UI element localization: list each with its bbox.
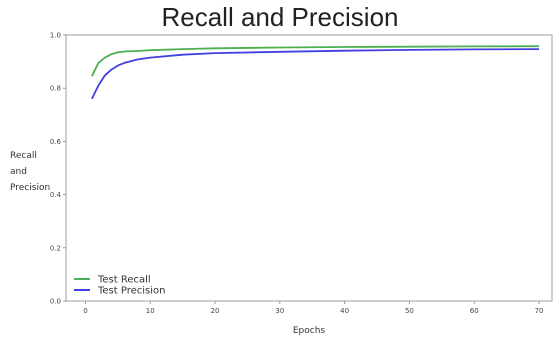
y-tick-label: 1.0 — [50, 32, 61, 40]
x-tick-label: 60 — [470, 307, 479, 315]
y-axis-label-line: Precision — [10, 183, 50, 193]
plot-frame — [65, 34, 553, 302]
series-lines — [91, 45, 540, 100]
ticks: 0.0 0.2 0.4 0.6 0.8 1.0 0 10 20 30 40 50 60 70 — [50, 32, 544, 316]
x-tick-label: 70 — [535, 307, 544, 315]
y-tick-label: 0.0 — [50, 298, 61, 306]
x-tick-label: 50 — [405, 307, 414, 315]
chart-title: Recall and Precision — [161, 2, 399, 32]
legend-label-test-precision: Test Precision — [97, 286, 166, 297]
x-tick-label: 40 — [340, 307, 349, 315]
x-tick-label: 10 — [146, 307, 155, 315]
y-tick-label: 0.2 — [50, 244, 61, 252]
y-tick-label: 0.8 — [50, 85, 61, 93]
series-line-test-precision — [91, 48, 540, 100]
y-axis-label-line: and — [10, 167, 27, 177]
y-tick-label: 0.6 — [50, 138, 62, 146]
axes — [65, 34, 553, 302]
x-tick-label: 20 — [211, 307, 220, 315]
series-line-test-recall — [91, 45, 540, 77]
x-axis-label: Epochs — [293, 326, 326, 336]
y-axis-label-line: Recall — [10, 151, 37, 161]
y-tick-label: 0.4 — [50, 191, 62, 199]
x-tick-label: 30 — [275, 307, 284, 315]
x-tick-label: 0 — [83, 307, 87, 315]
axis-labels: Epochs Recall and Precision — [10, 151, 325, 336]
legend-label-test-recall: Test Recall — [97, 275, 151, 286]
